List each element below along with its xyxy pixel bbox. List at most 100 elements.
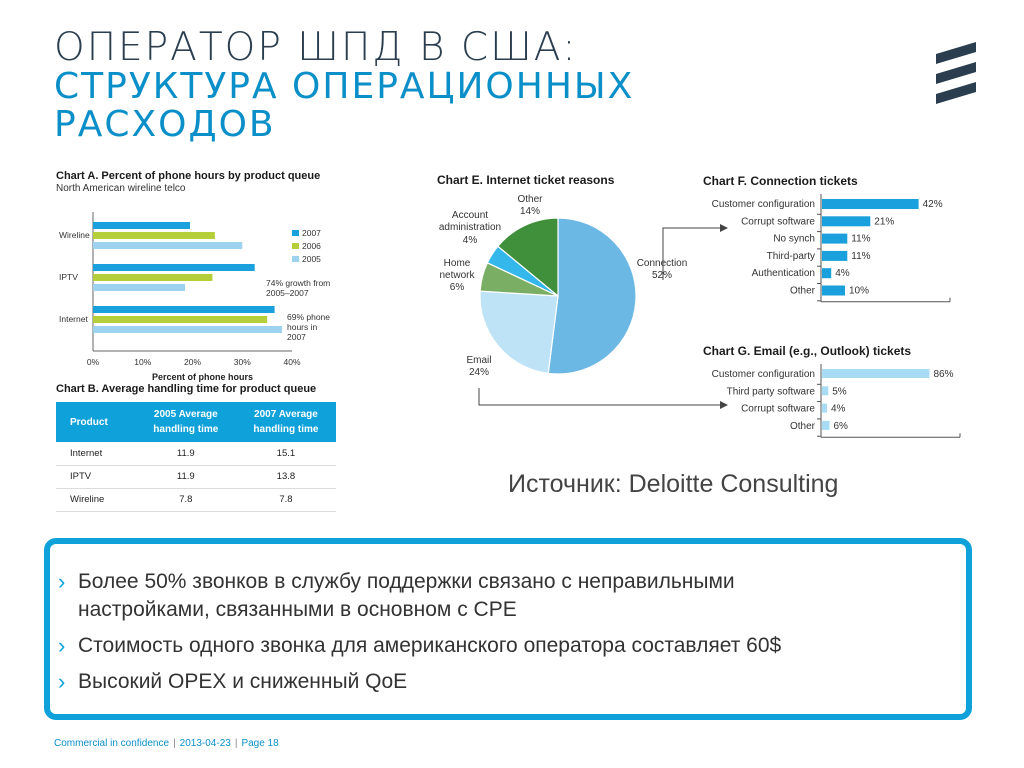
chart-e-slice-value: 14% [520, 206, 540, 217]
chart-a-bar [93, 274, 213, 281]
chart-e-slice [479, 290, 559, 375]
chart-a: Chart A. Percent of phone hours by produ… [56, 170, 356, 391]
chart-f-bar [822, 216, 871, 227]
chart-a-bar [93, 264, 255, 271]
chart-f-value-label: 21% [874, 216, 894, 227]
chart-a-bar [93, 232, 215, 239]
chart-g-bar [822, 369, 930, 378]
arrow-head-icon [720, 401, 728, 409]
chart-f-bar [822, 285, 845, 296]
chart-e-slice [547, 217, 637, 375]
key-points-box: › Более 50% звонков в службу поддержки св… [44, 538, 972, 720]
arrow-head-icon [720, 224, 728, 232]
chart-f-category-label: Authentication [752, 268, 815, 279]
chart-a-category-label: IPTV [59, 272, 78, 282]
chart-g-value-label: 6% [834, 421, 849, 432]
chart-a-legend-swatch [292, 230, 299, 236]
charts-efg: Chart E. Internet ticket reasons Chart F… [437, 173, 961, 438]
chart-f-value-label: 42% [923, 199, 943, 210]
footer-page: Page 18 [241, 738, 279, 749]
table-header-cell: 2007 Average handling time [235, 402, 336, 442]
source-note: Источник: Deloitte Consulting [508, 470, 839, 498]
chart-a-annotation: 2007 [287, 332, 306, 342]
chart-a-category-label: Internet [59, 314, 88, 324]
chart-f-bars: Customer configuration 42% Corrupt softwar… [712, 194, 951, 303]
chart-a-legend-label: 2006 [302, 241, 321, 251]
table-cell: 15.1 [235, 442, 336, 466]
chart-f-value-label: 11% [851, 234, 870, 245]
chart-a-subtitle: North American wireline telco [56, 183, 186, 194]
chart-e-slice-value: 24% [469, 367, 489, 378]
chart-f-bar [822, 233, 848, 244]
chart-g-category-label: Other [790, 421, 816, 432]
chart-g-value-label: 86% [934, 369, 954, 380]
chevron-right-icon: › [58, 669, 66, 694]
chart-f-title: Chart F. Connection tickets [703, 174, 858, 188]
chart-e-slice-value: 52% [652, 270, 672, 281]
chart-b: Chart B. Average handling time for produ… [56, 383, 338, 512]
chart-f-bar [822, 268, 832, 279]
table-cell: 11.9 [135, 465, 236, 489]
chart-g-value-label: 4% [831, 404, 846, 415]
chart-f-category-label: Corrupt software [741, 216, 815, 227]
chart-e-slice-label: Home [444, 258, 471, 269]
footer-date: 2013-04-23 [179, 738, 231, 749]
chart-e-slice-label: network [439, 270, 475, 281]
logo-bar [936, 82, 976, 104]
title-line-2: Структура операционных [54, 66, 635, 107]
title-line-3: расходов [54, 104, 276, 145]
key-point-text: Высокий OPEX и сниженный QoE [78, 670, 408, 693]
chart-a-tick-label: 10% [134, 357, 151, 367]
chart-a-annotation: 69% phone [287, 312, 330, 322]
footer-confidentiality: Commercial in confidence [54, 738, 170, 749]
table-header-cell: 2005 Average handling time [135, 402, 236, 442]
chart-g-category-label: Third party software [727, 386, 816, 397]
table-cell: Internet [56, 442, 136, 466]
chart-f-value-label: 11% [851, 251, 870, 262]
key-point-text: настройками, связанными в основном с CPE [78, 598, 517, 621]
chart-a-bar [93, 284, 186, 291]
chevron-right-icon: › [58, 633, 66, 658]
chart-f-value-label: 4% [835, 268, 850, 279]
footer-separator: | [173, 738, 176, 749]
chart-a-plot: 0% 10% 20% 30% 40% Wireline IPTV Internet 2007 20… [59, 212, 330, 382]
chart-e-slice [497, 217, 559, 298]
table-cell: IPTV [56, 465, 136, 489]
footer: Commercial in confidence | 2013-04-23 | Page… [54, 738, 279, 749]
table-header-cell: Product [56, 402, 136, 442]
ericsson-logo-icon [936, 42, 976, 104]
chart-a-bar [93, 222, 191, 229]
chart-g-title: Chart G. Email (e.g., Outlook) tickets [703, 344, 911, 358]
chart-e-slice-value: 6% [450, 282, 465, 293]
chart-a-category-label: Wireline [59, 230, 90, 240]
chevron-right-icon: › [58, 569, 66, 594]
chart-a-bar [93, 316, 268, 323]
connector-arrows [478, 224, 728, 409]
table-cell: Wireline [56, 488, 136, 512]
chart-e-slice-label: Email [466, 355, 491, 366]
key-point-item: › Стоимость одного звонка для американско… [58, 632, 938, 660]
chart-f-category-label: Third-party [767, 251, 815, 262]
chart-a-bar [93, 326, 283, 333]
chart-a-tick-label: 30% [234, 357, 251, 367]
chart-a-tick-label: 0% [87, 357, 100, 367]
chart-g-value-label: 5% [832, 386, 847, 397]
chart-a-title: Chart A. Percent of phone hours by produ… [56, 170, 321, 182]
key-point-item: › Высокий OPEX и сниженный QoE [58, 668, 938, 696]
table-cell: 7.8 [135, 488, 236, 512]
chart-f-category-label: Customer configuration [712, 199, 815, 210]
chart-a-annotation: 2005–2007 [266, 288, 309, 298]
logo-bar [936, 62, 976, 84]
chart-a-bar [93, 242, 243, 249]
chart-g-bar [822, 403, 827, 413]
chart-a-annotation: hours in [287, 322, 318, 332]
chart-a-legend-label: 2005 [302, 254, 321, 264]
table-cell: 7.8 [235, 488, 336, 512]
chart-g-category-label: Corrupt software [741, 404, 815, 415]
chart-a-legend-swatch [292, 256, 299, 262]
chart-a-tick-label: 20% [184, 357, 201, 367]
chart-e-slice-label: Connection [637, 258, 688, 269]
chart-g-bar [822, 386, 829, 396]
chart-g-bars: Customer configuration 86% Third party sof… [712, 364, 961, 438]
